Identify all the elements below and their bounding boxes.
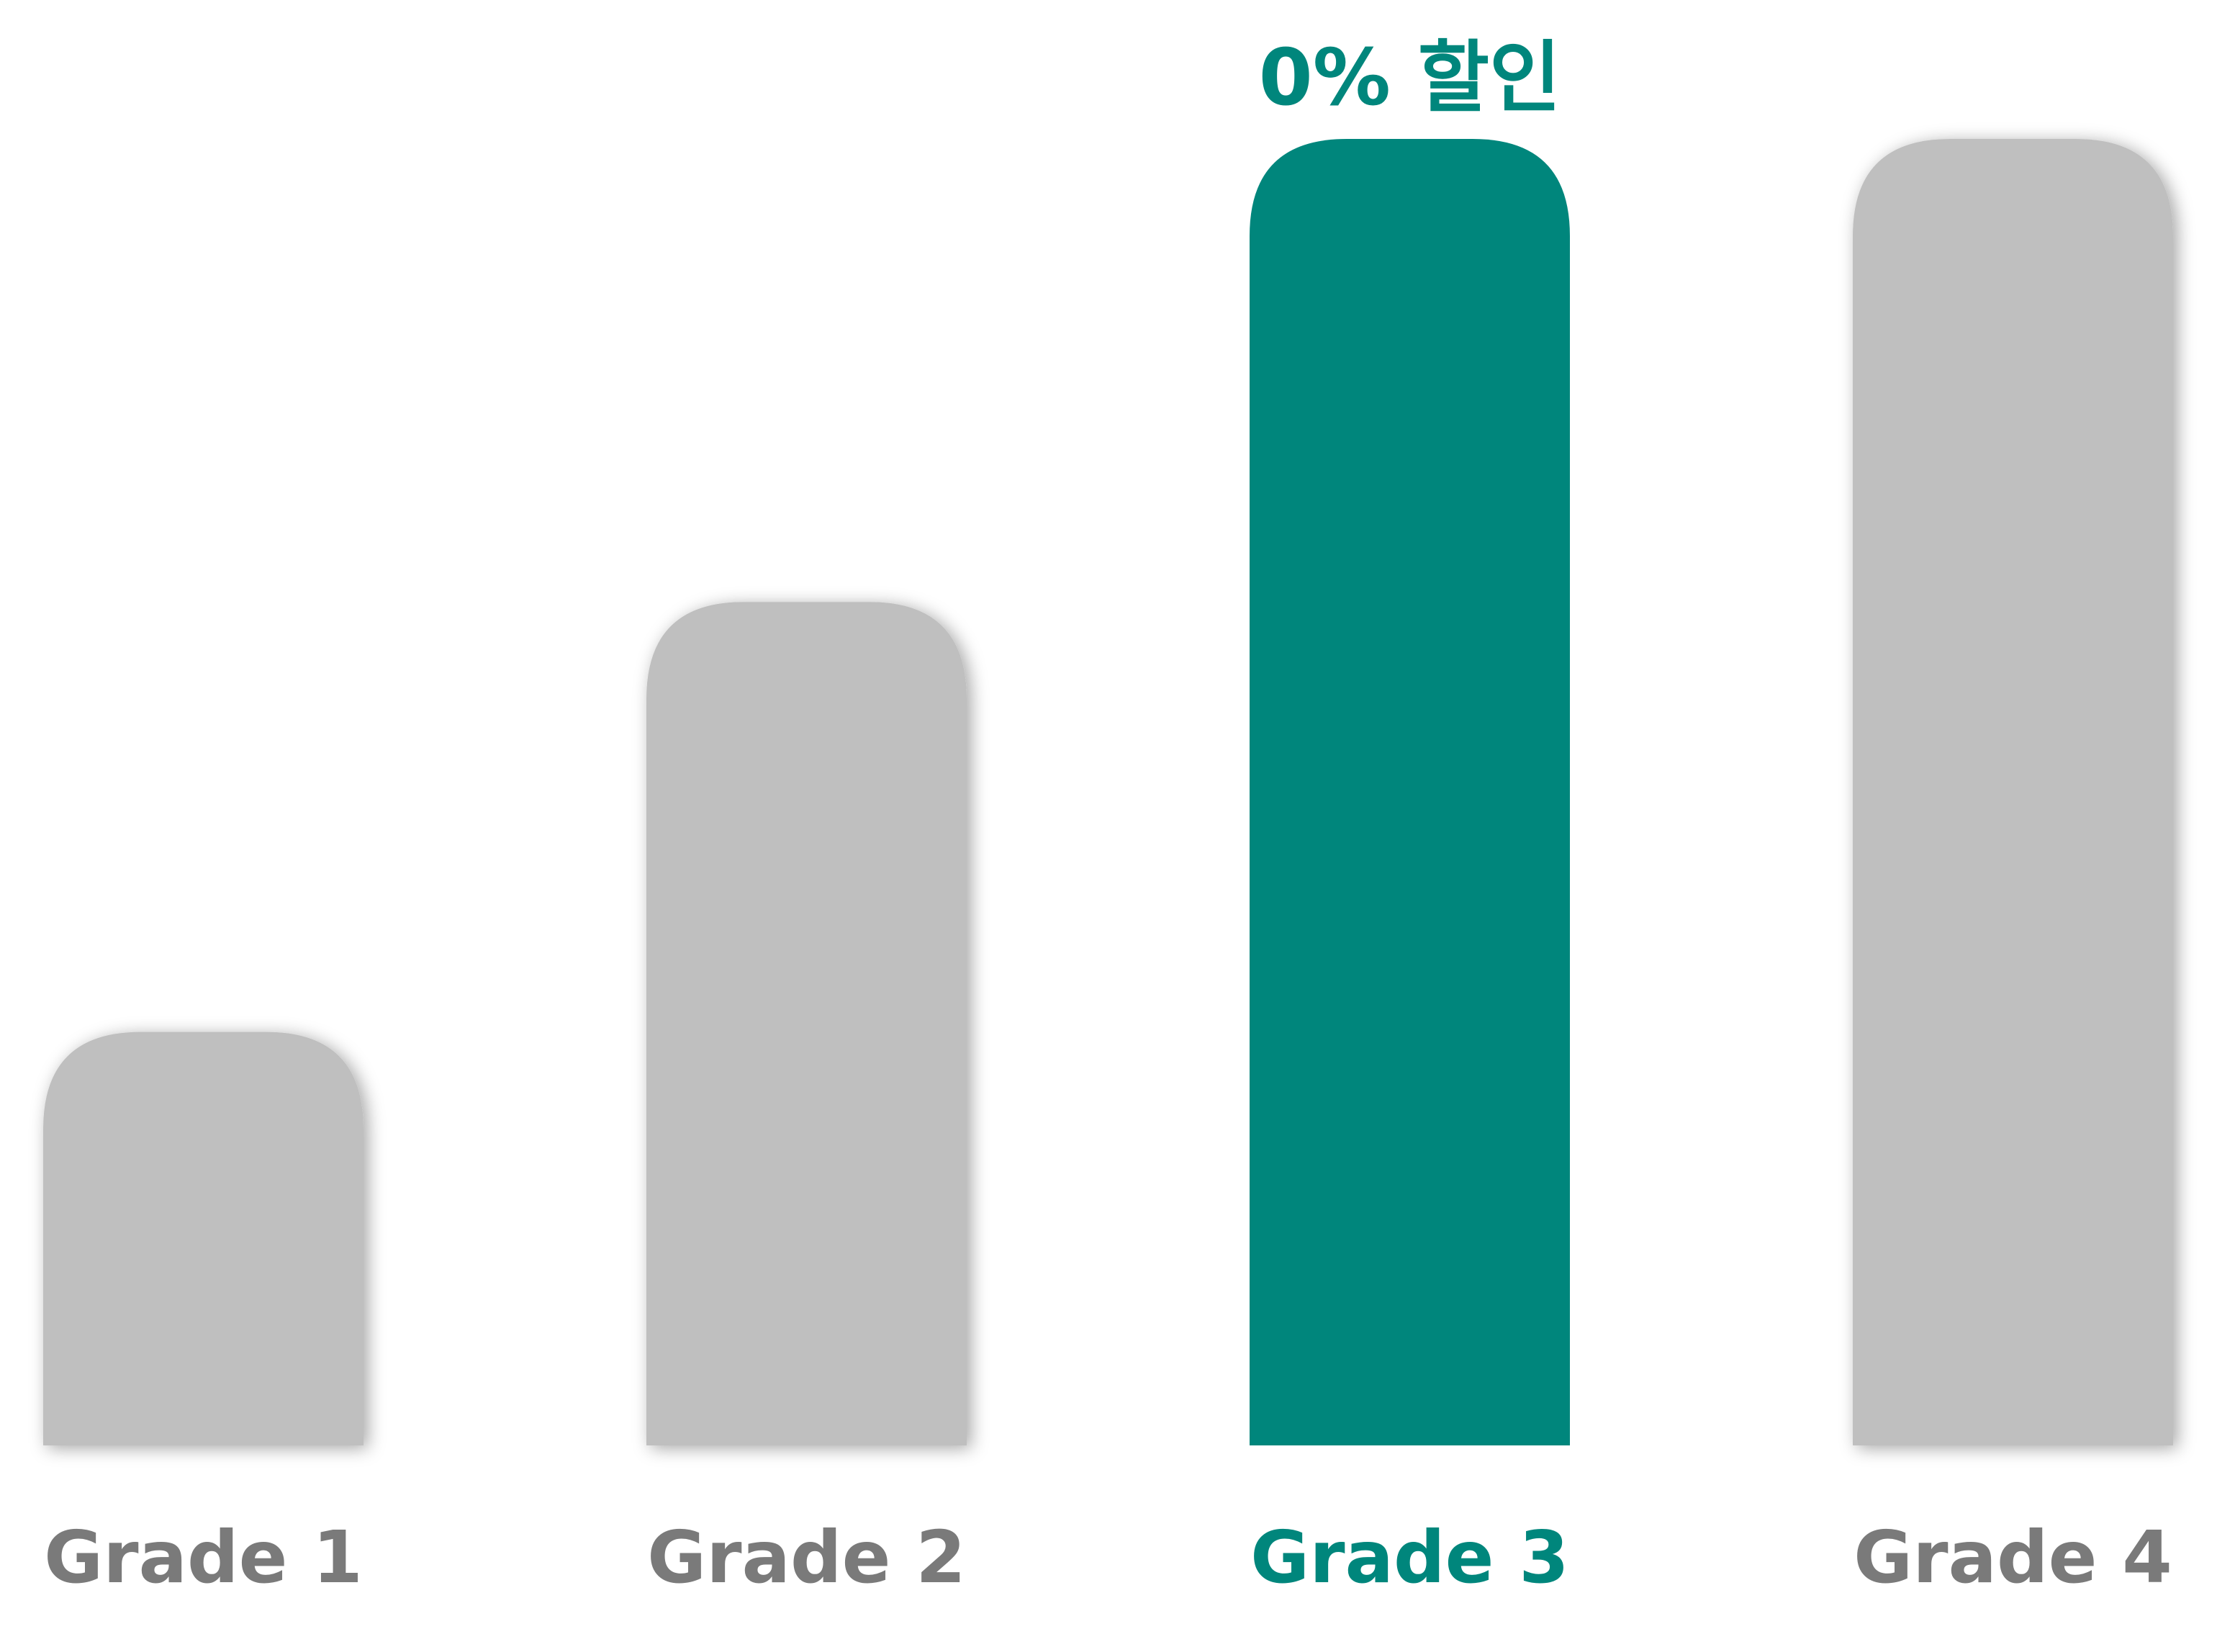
bar-grade-1 <box>43 1032 364 1445</box>
bar-grade-4 <box>1853 139 2173 1445</box>
category-label-grade-4: Grade 4 <box>1854 1515 2172 1599</box>
bars-group <box>43 139 2173 1445</box>
bar-grade-2 <box>646 602 967 1445</box>
category-label-grade-3: Grade 3 <box>1250 1515 1569 1599</box>
bar-grade-3 <box>1250 139 1570 1445</box>
category-labels-group: Grade 1 Grade 2 Grade 3 Grade 4 <box>44 1515 2172 1599</box>
category-label-grade-2: Grade 2 <box>647 1515 966 1599</box>
bar-annotation-label: 0% 할인 <box>1259 33 1561 123</box>
category-label-grade-1: Grade 1 <box>44 1515 363 1599</box>
